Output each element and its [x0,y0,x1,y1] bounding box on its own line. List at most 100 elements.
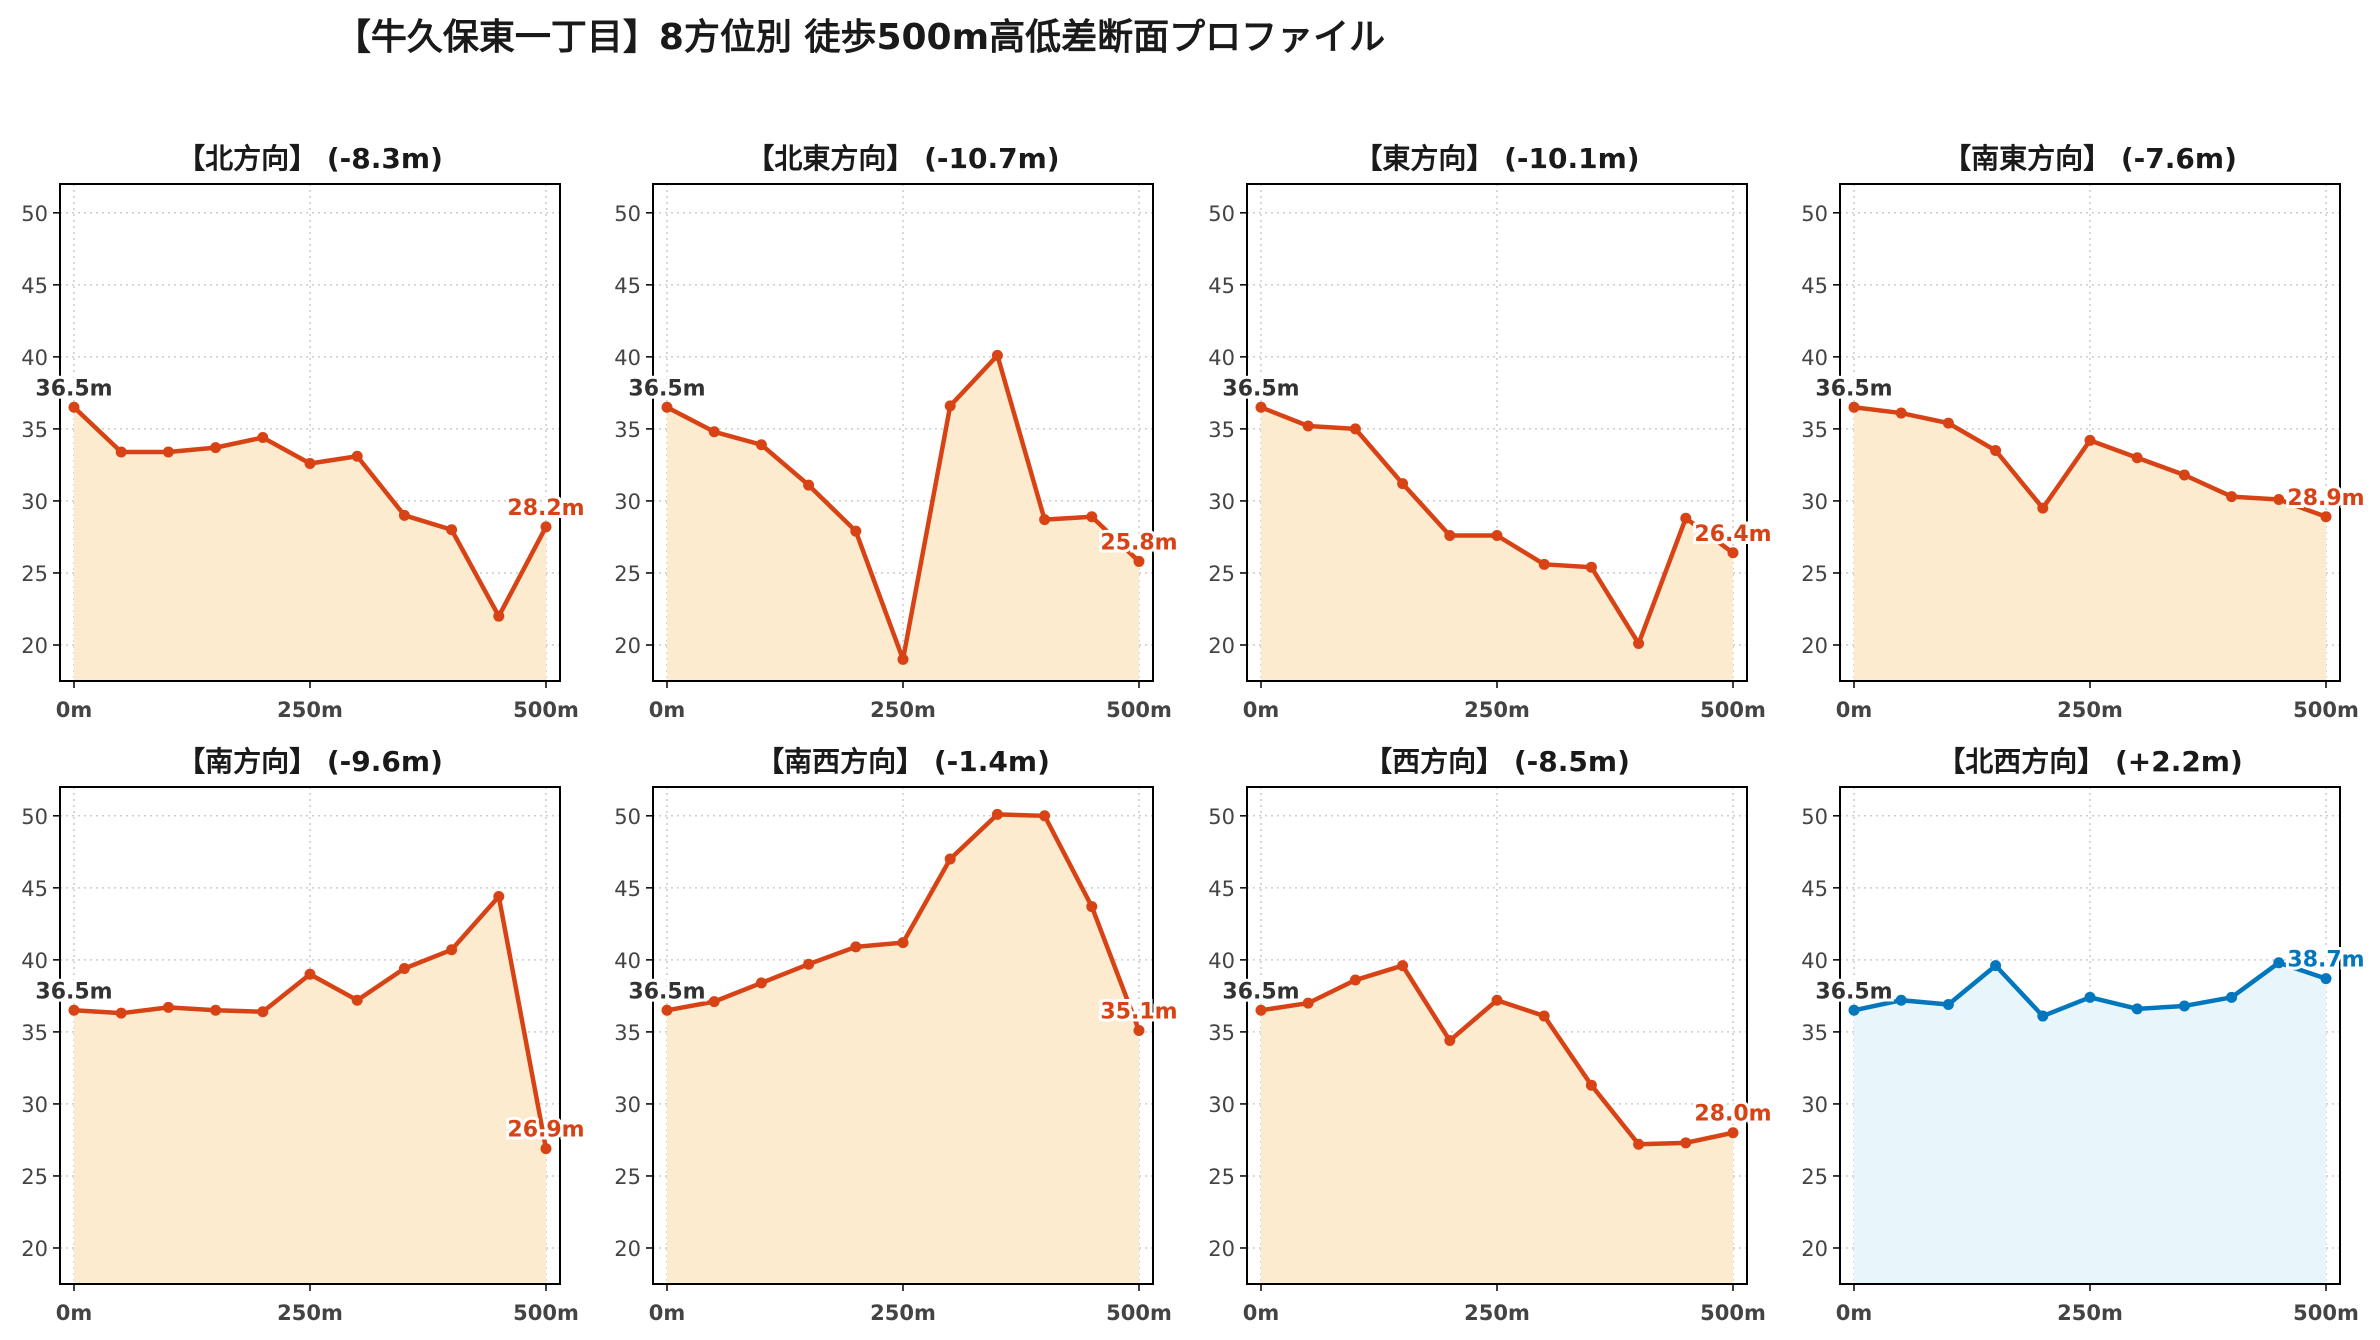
x-tick-label: 500m [2293,698,2359,722]
data-point [1133,555,1145,567]
x-tick-label: 0m [56,1301,93,1325]
y-tick-label: 20 [1801,1237,1828,1261]
end-value-label: 35.1m [1100,999,1177,1024]
y-tick-label: 30 [1208,490,1235,514]
main-title: 【牛久保東一丁目】8方位別 徒歩500m高低差断面プロファイル [334,17,1386,58]
y-tick-label: 40 [1208,949,1235,973]
data-point [708,426,720,438]
x-tick-label: 250m [277,1301,343,1325]
data-point [68,1004,80,1016]
x-tick-label: 0m [1243,1301,1280,1325]
y-tick-label: 45 [614,274,641,298]
data-point [493,890,505,902]
data-point [2226,491,2238,503]
end-value-label: 26.4m [1694,522,1771,547]
data-point [708,996,720,1008]
data-point [1895,407,1907,419]
y-tick-label: 50 [1801,805,1828,829]
data-point [2273,957,2285,969]
data-point [1727,1127,1739,1139]
data-point [1255,401,1267,413]
y-tick-label: 30 [21,1093,48,1117]
y-tick-label: 35 [1801,418,1828,442]
end-value-label: 26.9m [507,1118,584,1143]
data-point [803,479,815,491]
data-point [1680,1137,1692,1149]
panel-title: 【南東方向】 (-7.6m) [1943,142,2237,175]
start-value-label: 36.5m [1222,979,1299,1004]
panel-title: 【南西方向】 (-1.4m) [756,745,1050,778]
start-value-label: 36.5m [35,376,112,401]
data-point [1585,561,1597,573]
y-tick-label: 40 [614,949,641,973]
data-point [257,1006,269,1018]
y-tick-label: 30 [1801,490,1828,514]
y-tick-label: 20 [614,1237,641,1261]
data-point [850,941,862,953]
panel-title: 【南方向】 (-9.6m) [177,745,443,778]
data-point [398,509,410,521]
profile-fill [1261,965,1733,1284]
data-point [2131,1003,2143,1015]
x-tick-label: 0m [1243,698,1280,722]
data-point [661,1004,673,1016]
x-tick-label: 500m [2293,1301,2359,1325]
y-tick-label: 40 [21,346,48,370]
y-tick-label: 45 [1208,877,1235,901]
y-tick-label: 50 [614,805,641,829]
data-point [755,977,767,989]
x-tick-label: 250m [1464,1301,1530,1325]
y-tick-label: 45 [1801,877,1828,901]
data-point [351,994,363,1006]
data-point [944,400,956,412]
data-point [162,1001,174,1013]
y-tick-label: 50 [21,202,48,226]
data-point [991,808,1003,820]
data-point [2084,991,2096,1003]
y-tick-label: 40 [21,949,48,973]
x-tick-label: 0m [56,698,93,722]
data-point [304,457,316,469]
data-point [2226,991,2238,1003]
y-tick-label: 45 [1801,274,1828,298]
data-point [1349,423,1361,435]
data-point [944,853,956,865]
panel-title: 【東方向】 (-10.1m) [1354,142,1639,175]
data-point [1302,997,1314,1009]
data-point [1895,994,1907,1006]
data-point [755,439,767,451]
y-tick-label: 45 [21,274,48,298]
data-point [803,958,815,970]
data-point [1538,1010,1550,1022]
data-point [257,432,269,444]
data-point [540,1143,552,1155]
y-tick-label: 20 [1208,634,1235,658]
x-tick-label: 250m [1464,698,1530,722]
x-tick-label: 500m [1106,1301,1172,1325]
data-point [1397,960,1409,972]
y-tick-label: 30 [21,490,48,514]
start-value-label: 36.5m [1222,376,1299,401]
x-tick-label: 0m [1836,1301,1873,1325]
x-tick-label: 500m [1700,698,1766,722]
panel-title: 【北方向】 (-8.3m) [177,142,443,175]
x-tick-label: 250m [2057,698,2123,722]
data-point [897,937,909,949]
data-point [1990,960,2002,972]
x-tick-label: 0m [1836,698,1873,722]
start-value-label: 36.5m [628,979,705,1004]
profile-fill [667,355,1139,681]
data-point [2084,434,2096,446]
data-point [661,401,673,413]
end-value-label: 38.7m [2287,948,2364,973]
y-tick-label: 40 [1801,346,1828,370]
x-tick-label: 500m [1700,1301,1766,1325]
end-value-label: 25.8m [1100,530,1177,555]
y-tick-label: 25 [1208,1165,1235,1189]
y-tick-label: 50 [21,805,48,829]
y-tick-label: 20 [21,634,48,658]
data-point [210,1004,222,1016]
